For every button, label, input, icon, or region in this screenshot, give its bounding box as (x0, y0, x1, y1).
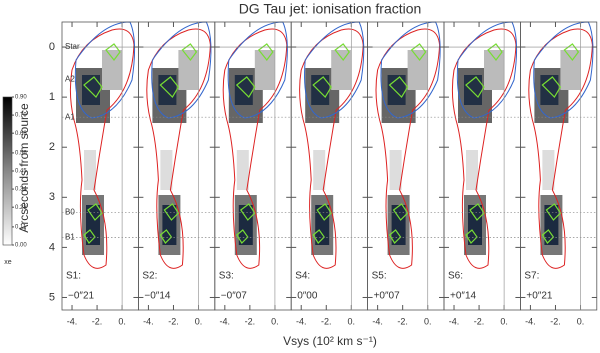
emission-map (299, 21, 365, 269)
panel-offset: +0″07 (374, 291, 401, 302)
panel-name: S1: (66, 271, 81, 282)
emission-map (69, 21, 136, 269)
x-tick-label: -2. (245, 316, 256, 326)
x-tick-label: -4. (449, 316, 460, 326)
x-tick-label: -2. (92, 316, 103, 326)
y-tick-label: 3 (49, 191, 55, 203)
y-tick-label: 1 (49, 91, 55, 103)
emission-map (222, 21, 288, 269)
y-tick-label: 0 (49, 41, 55, 53)
x-tick-label: -4. (67, 316, 78, 326)
y-tick-label: 5 (49, 291, 55, 303)
panel-name: S4: (295, 271, 310, 282)
colorbar-tick-label: 0.23 (15, 205, 27, 211)
colorbar-tick-label: 0.90 (15, 95, 27, 101)
panel-name: S7: (524, 271, 539, 282)
x-tick-label: 0. (271, 316, 279, 326)
x-tick-label: -4. (143, 316, 154, 326)
panel-name: S6: (448, 271, 463, 282)
panel-name: S3: (219, 271, 234, 282)
emission-map (528, 21, 594, 269)
reference-label: B1 (65, 232, 75, 241)
x-tick-label: 0. (118, 316, 126, 326)
x-tick-label: -2. (397, 316, 408, 326)
colorbar-label: xe (4, 259, 12, 266)
x-tick-label: 0. (424, 316, 432, 326)
x-tick-label: -4. (525, 316, 536, 326)
x-tick-label: 0. (500, 316, 508, 326)
reference-label: B0 (65, 207, 75, 216)
y-tick-label: 2 (49, 141, 55, 153)
x-tick-label: -4. (220, 316, 231, 326)
x-axis-label: Vsys (10² km s⁻¹) (283, 334, 377, 348)
y-tick-label: 4 (49, 241, 55, 253)
panel-offset: −0″14 (144, 291, 171, 302)
chart-title: DG Tau jet: ionisation fraction (239, 1, 422, 17)
reference-label: Star (65, 42, 80, 51)
x-tick-label: 0. (348, 316, 356, 326)
x-tick-label: -4. (296, 316, 307, 326)
colorbar-tick-label: 0.56 (15, 150, 27, 156)
x-tick-label: -2. (474, 316, 485, 326)
colorbar-tick-label: 0.34 (15, 187, 27, 193)
colorbar-tick-label: 0.68 (15, 131, 27, 137)
panel-offset: −0″21 (68, 291, 95, 302)
emission-map (146, 21, 212, 269)
colorbar (2, 96, 13, 246)
emission-map (375, 21, 441, 269)
x-tick-label: -2. (321, 316, 332, 326)
x-tick-label: -4. (372, 316, 383, 326)
colorbar-tick-label: 0.45 (15, 169, 27, 175)
emission-map (451, 21, 518, 269)
panel-name: S2: (142, 271, 157, 282)
x-tick-label: -2. (168, 316, 179, 326)
y-axis-label: Arcseconds from source (17, 103, 31, 233)
x-tick-label: 0. (577, 316, 585, 326)
x-tick-label: -2. (550, 316, 561, 326)
reference-label: A2 (65, 75, 75, 84)
panel-name: S5: (372, 271, 387, 282)
colorbar-tick-label: 0.00 (15, 243, 27, 249)
colorbar-tick-label: 0.79 (15, 113, 27, 119)
panel-frame (520, 21, 598, 311)
panel-offset: −0″07 (221, 291, 248, 302)
colorbar-tick-label: 0.11 (15, 224, 27, 230)
x-tick-label: 0. (195, 316, 203, 326)
panel-offset: 0″00 (297, 291, 318, 302)
panel-offset: +0″14 (450, 291, 477, 302)
panel-offset: +0″21 (526, 291, 553, 302)
reference-label: A1 (65, 112, 75, 121)
